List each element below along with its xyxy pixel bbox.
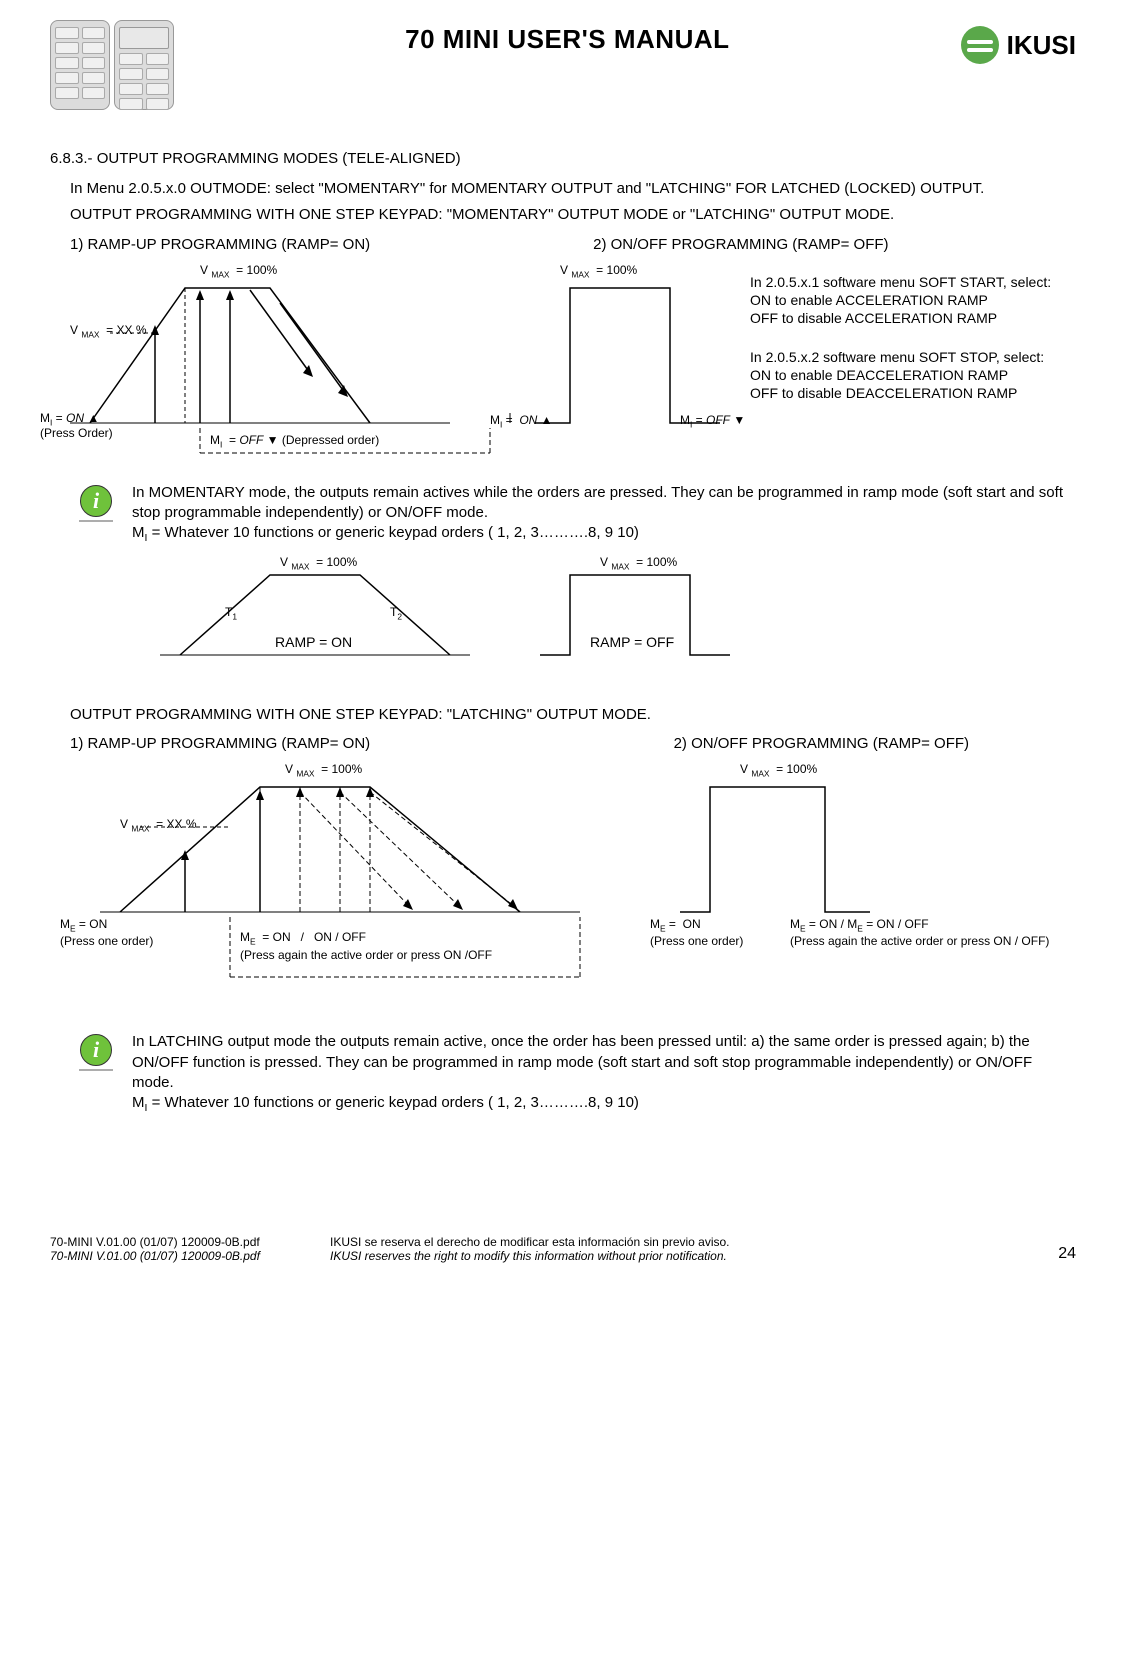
- label: RAMP = ON: [275, 633, 352, 651]
- remote-icon: [114, 20, 174, 110]
- doc-ref: 70-MINI V.01.00 (01/07) 120009-0B.pdf: [50, 1249, 310, 1263]
- remote-icon: [50, 20, 110, 110]
- label: (Press Order): [40, 426, 113, 442]
- paragraph: In Menu 2.0.5.x.0 OUTMODE: select "MOMEN…: [70, 179, 1076, 199]
- info-block: i In MOMENTARY mode, the outputs remain …: [80, 483, 1076, 546]
- label: = 100%: [236, 263, 277, 277]
- brand-logo: IKUSI: [961, 26, 1076, 64]
- doc-ref: 70-MINI V.01.00 (01/07) 120009-0B.pdf: [50, 1235, 310, 1249]
- remote-images: [50, 20, 174, 110]
- brand-name: IKUSI: [1007, 30, 1076, 61]
- info-icon: i: [80, 485, 112, 517]
- label: RAMP = OFF: [590, 633, 674, 651]
- label: = 100%: [596, 263, 637, 277]
- label: (Press again the active order or press O…: [790, 934, 1090, 950]
- page-header: 70 MINI USER'S MANUAL IKUSI: [50, 20, 1076, 110]
- disclaimer-es: IKUSI se reserva el derecho de modificar…: [330, 1235, 1038, 1249]
- info-text: In MOMENTARY mode, the outputs remain ac…: [132, 483, 1076, 524]
- label: (Press one order): [60, 934, 153, 950]
- page-footer: 70-MINI V.01.00 (01/07) 120009-0B.pdf 70…: [50, 1235, 1076, 1273]
- info-block: i In LATCHING output mode the outputs re…: [80, 1032, 1076, 1115]
- info-text: In LATCHING output mode the outputs rema…: [132, 1032, 1076, 1093]
- col-heading: 1) RAMP-UP PROGRAMMING (RAMP= ON): [70, 735, 674, 752]
- col-heading: 2) ON/OFF PROGRAMMING (RAMP= OFF): [674, 735, 969, 752]
- ramp-diagram-momentary: V MAX = 100% V MAX = 100% V MAX = XX % M…: [50, 263, 1076, 463]
- document-title: 70 MINI USER'S MANUAL: [405, 24, 729, 55]
- info-icon: i: [80, 1034, 112, 1066]
- side-note: In 2.0.5.x.2 software menu SOFT STOP, se…: [750, 348, 1126, 403]
- side-note: In 2.0.5.x.1 software menu SOFT START, s…: [750, 273, 1126, 328]
- col-heading: 1) RAMP-UP PROGRAMMING (RAMP= ON): [70, 236, 593, 253]
- logo-icon: [961, 26, 999, 64]
- subheading: OUTPUT PROGRAMMING WITH ONE STEP KEYPAD:…: [70, 705, 1076, 725]
- section-heading: 6.8.3.- OUTPUT PROGRAMMING MODES (TELE-A…: [50, 150, 1076, 167]
- paragraph: OUTPUT PROGRAMMING WITH ONE STEP KEYPAD:…: [70, 205, 1076, 225]
- ramp-small-diagram: V MAX = 100% V MAX = 100% T1 T2 RAMP = O…: [150, 555, 1076, 675]
- disclaimer-en: IKUSI reserves the right to modify this …: [330, 1249, 1038, 1263]
- ramp-diagram-latching: V MAX = 100% V MAX = 100% V MAX = XX % M…: [50, 762, 1076, 992]
- label: (Press again the active order or press O…: [240, 948, 492, 964]
- page-number: 24: [1058, 1245, 1076, 1263]
- subheading-row: 1) RAMP-UP PROGRAMMING (RAMP= ON) 2) ON/…: [70, 236, 1076, 253]
- label: (Press one order): [650, 934, 743, 950]
- col-heading: 2) ON/OFF PROGRAMMING (RAMP= OFF): [593, 236, 888, 253]
